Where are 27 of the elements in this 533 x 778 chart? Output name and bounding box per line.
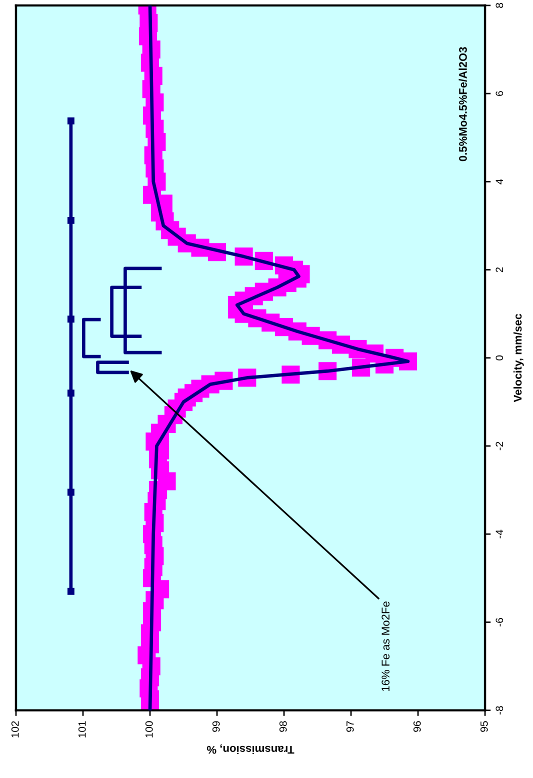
annotation: 0.5%Mo4.5%Fe/Al2O3: [458, 47, 468, 162]
x-tick-label: 95: [480, 721, 488, 732]
x-tick-label: 97: [346, 721, 354, 732]
y-tick-label: -6: [496, 618, 504, 626]
point: [67, 117, 74, 124]
x-tick-label: 102: [11, 721, 19, 738]
y-tick-label: 8: [496, 3, 504, 8]
x-axis-title: Transmission, %: [206, 744, 294, 754]
y-tick-label: -2: [496, 442, 503, 450]
point: [67, 390, 74, 397]
y-tick-label: -4: [496, 530, 503, 538]
y-tick-label: 0: [496, 355, 504, 360]
x-tick-label: 99: [212, 721, 220, 732]
y-tick-label: 4: [496, 179, 503, 184]
y-tick-label: 6: [496, 91, 504, 96]
point: [67, 216, 74, 224]
y-tick-label: 2: [496, 267, 503, 272]
x-tick-label: 100: [145, 721, 153, 738]
y-axis-title: Velocity, mm/sec: [513, 314, 524, 402]
x-tick-label: 96: [413, 721, 421, 732]
x-tick-label: 101: [78, 721, 86, 738]
point: [67, 588, 74, 595]
annotation: 16% Fe as Mo2Fe: [382, 602, 390, 691]
point: [67, 316, 74, 323]
y-tick-label: -8: [496, 706, 504, 714]
x-tick-label: 98: [279, 721, 287, 732]
point: [67, 488, 74, 496]
